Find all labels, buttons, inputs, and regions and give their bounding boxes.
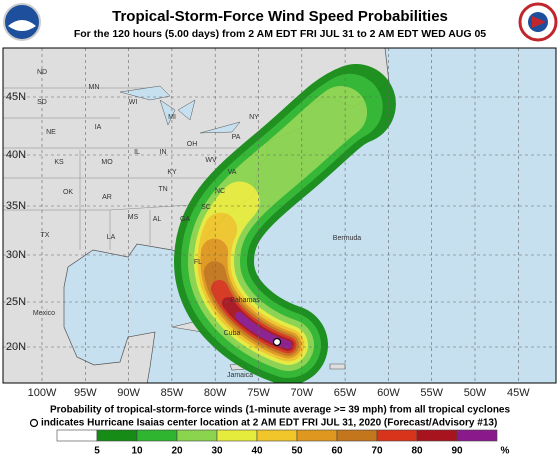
place-label: NE bbox=[46, 129, 56, 136]
lon-label: 80W bbox=[204, 387, 227, 399]
legend-storm-symbol bbox=[29, 418, 39, 428]
lon-label: 85W bbox=[161, 387, 184, 399]
storm-center bbox=[272, 337, 282, 347]
place-label: Cuba bbox=[224, 330, 241, 337]
lat-label: 20N bbox=[6, 341, 26, 353]
place-label: VA bbox=[228, 169, 237, 176]
place-label: TX bbox=[41, 232, 50, 239]
lat-label: 35N bbox=[6, 200, 26, 212]
lat-label: 40N bbox=[6, 149, 26, 161]
probability-swaths bbox=[173, 64, 396, 383]
lat-label: 45N bbox=[6, 91, 26, 103]
place-labels: ND SD NE KS OK TX MN IA MO AR LA WI IL MS MI IN KY TN AL OH… bbox=[33, 69, 361, 379]
place-label: IL bbox=[134, 149, 140, 156]
place-label: LA bbox=[107, 234, 116, 241]
place-label: WI bbox=[129, 99, 138, 106]
lon-label: 45W bbox=[507, 387, 530, 399]
legend-swatch bbox=[416, 429, 458, 442]
title: Tropical-Storm-Force Wind Speed Probabil… bbox=[112, 8, 448, 25]
puerto-rico bbox=[329, 363, 346, 370]
legend-swatch bbox=[376, 429, 418, 442]
legend-swatch bbox=[456, 429, 498, 442]
place-label: GA bbox=[180, 216, 190, 223]
legend-label: 40 bbox=[251, 446, 263, 457]
footer-line1: Probability of tropical-storm-force wind… bbox=[50, 405, 511, 416]
legend-swatch bbox=[56, 429, 98, 442]
place-label: OK bbox=[63, 189, 73, 196]
legend: 5 10 20 30 40 50 60 70 80 90% bbox=[56, 429, 510, 457]
lat-label: 30N bbox=[6, 249, 26, 261]
grid bbox=[3, 48, 556, 383]
legend-label: 20 bbox=[171, 446, 183, 457]
lon-label: 95W bbox=[74, 387, 97, 399]
place-label: NC bbox=[215, 188, 225, 195]
legend-swatch bbox=[256, 429, 298, 442]
lat-label: 25N bbox=[6, 296, 26, 308]
legend-label: 50 bbox=[291, 446, 303, 457]
legend-label: 80 bbox=[411, 446, 423, 457]
place-label: IA bbox=[95, 124, 102, 131]
place-label: Bahamas bbox=[230, 297, 260, 304]
map: ND SD NE KS OK TX MN IA MO AR LA WI IL MS MI IN KY TN AL OH… bbox=[3, 48, 556, 383]
place-label: KS bbox=[54, 159, 64, 166]
place-label: Mexico bbox=[33, 310, 55, 317]
lon-label: 50W bbox=[464, 387, 487, 399]
footer-line2: indicates Hurricane Isaias center locati… bbox=[41, 418, 497, 429]
map-border bbox=[2, 47, 557, 384]
legend-swatch bbox=[216, 429, 258, 442]
legend-label: 60 bbox=[331, 446, 343, 457]
place-label: MN bbox=[89, 84, 100, 91]
lon-label: 75W bbox=[247, 387, 270, 399]
noaa-logo bbox=[3, 3, 41, 41]
legend-swatch bbox=[296, 429, 338, 442]
great-lakes bbox=[119, 85, 241, 134]
nws-logo bbox=[518, 2, 558, 42]
place-label: MO bbox=[101, 159, 113, 166]
legend-swatch bbox=[336, 429, 378, 442]
legend-swatch bbox=[176, 429, 218, 442]
legend-label: 90 bbox=[451, 446, 463, 457]
place-label: TN bbox=[158, 186, 167, 193]
place-label: SC bbox=[201, 204, 211, 211]
place-label: NY bbox=[249, 114, 259, 121]
legend-label: 5 bbox=[94, 446, 100, 457]
legend-label: 10 bbox=[131, 446, 143, 457]
lon-label: 100W bbox=[28, 387, 57, 399]
place-label: IN bbox=[160, 149, 167, 156]
place-label: MS bbox=[128, 214, 139, 221]
place-label: ND bbox=[37, 69, 47, 76]
lon-label: 70W bbox=[290, 387, 313, 399]
place-label: KY bbox=[167, 169, 177, 176]
place-label: SD bbox=[37, 99, 47, 106]
legend-label: % bbox=[501, 446, 510, 457]
axis-labels: 45N 40N 35N 30N 25N 20N 100W 95W 90W 85W 80W 75W 70W… bbox=[6, 91, 530, 399]
place-label: AR bbox=[102, 194, 112, 201]
subtitle: For the 120 hours (5.00 days) from 2 AM … bbox=[74, 28, 486, 40]
lon-label: 55W bbox=[420, 387, 443, 399]
place-label: WV bbox=[205, 157, 217, 164]
place-label: AL bbox=[153, 216, 162, 223]
place-label: MI bbox=[168, 114, 176, 121]
swath-band bbox=[209, 100, 360, 349]
legend-label: 30 bbox=[211, 446, 223, 457]
legend-label: 70 bbox=[371, 446, 383, 457]
place-label: Jamaica bbox=[227, 372, 253, 379]
lon-label: 60W bbox=[377, 387, 400, 399]
legend-swatch bbox=[136, 429, 178, 442]
legend-swatch bbox=[96, 429, 138, 442]
place-label: Bermuda bbox=[333, 235, 362, 242]
place-label: OH bbox=[187, 141, 198, 148]
lon-label: 90W bbox=[117, 387, 140, 399]
lon-label: 65W bbox=[334, 387, 357, 399]
place-label: PA bbox=[232, 134, 241, 141]
place-label: FL bbox=[194, 259, 202, 266]
